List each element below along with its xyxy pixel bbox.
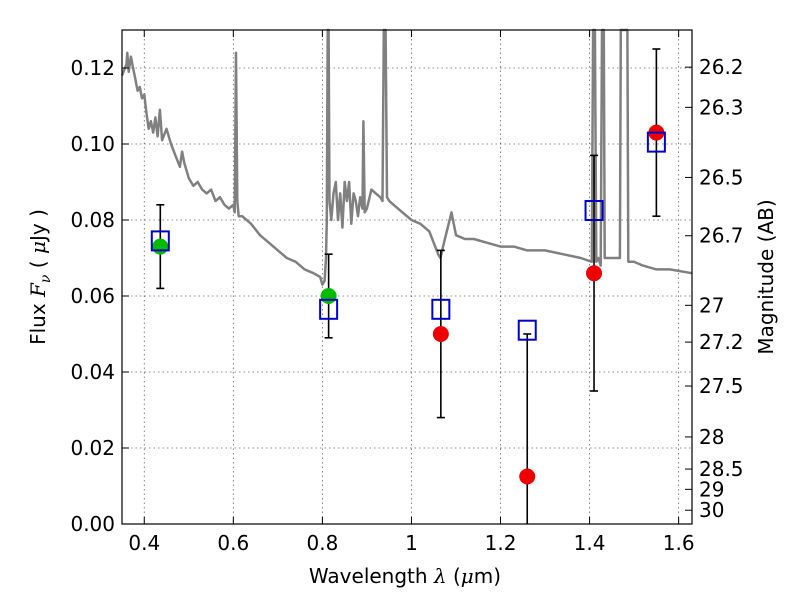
- x-tick-label: 1.4: [574, 531, 606, 555]
- y-tick-label: 0.08: [70, 208, 115, 232]
- data-point-circle: [320, 288, 337, 304]
- axis-ticks: 0.4 0.6 0.8 1 1.2 1.4 1.6 0.00 0.02 0.04 0.06 0.08 0…: [70, 30, 744, 555]
- y-tick-label: 0.02: [70, 436, 115, 460]
- plot-frame: [121, 29, 693, 525]
- x-tick-label: 0.4: [128, 531, 160, 555]
- y2-tick-label: 28: [699, 425, 724, 449]
- y2-axis-label: Magnitude (AB): [754, 199, 778, 354]
- model-point-square: [517, 319, 537, 341]
- y2-tick-label: 29: [699, 477, 724, 501]
- y2-tick-label: 26.5: [699, 165, 744, 189]
- data-point-circle: [519, 468, 536, 485]
- data-point-circle: [432, 326, 449, 342]
- y-tick-label: 0.10: [70, 132, 115, 156]
- x-tick-label: 0.6: [217, 531, 249, 555]
- x-axis-label: Wavelength λ (μm): [309, 564, 501, 588]
- model-point-square: [584, 200, 604, 221]
- y2-tick-label: 27.2: [699, 330, 744, 354]
- data-point-circle: [152, 238, 169, 255]
- y-tick-label: 0.04: [70, 360, 115, 384]
- model-point-square: [431, 298, 451, 320]
- model-point-square: [319, 298, 339, 320]
- y2-tick-label: 27: [699, 293, 724, 317]
- y-axis-label: Flux Fν ( μJy ): [26, 209, 54, 345]
- y-tick-label: 0.06: [70, 284, 115, 308]
- y2-tick-label: 26.2: [699, 55, 744, 79]
- y2-tick-label: 30: [699, 498, 724, 522]
- model-point-square: [646, 131, 666, 153]
- y2-tick-label: 28.5: [699, 457, 744, 481]
- data-markers: [150, 124, 666, 485]
- x-tick-label: 1.2: [485, 531, 517, 555]
- y2-tick-label: 26.3: [699, 95, 744, 119]
- x-tick-label: 1.6: [663, 531, 695, 555]
- grid-lines: [122, 30, 692, 525]
- model-spectrum: [120, 28, 693, 286]
- error-bars: [156, 48, 661, 524]
- y2-tick-label: 26.7: [699, 224, 744, 248]
- model-point-square: [150, 230, 170, 252]
- y-tick-label: 0.00: [70, 512, 115, 536]
- data-point-circle: [586, 265, 603, 282]
- y2-tick-label: 27.5: [699, 374, 744, 398]
- x-tick-label: 1: [405, 531, 418, 555]
- y-tick-label: 0.12: [70, 56, 115, 80]
- model-spectrum-line: [120, 28, 693, 286]
- x-tick-label: 0.8: [306, 531, 338, 555]
